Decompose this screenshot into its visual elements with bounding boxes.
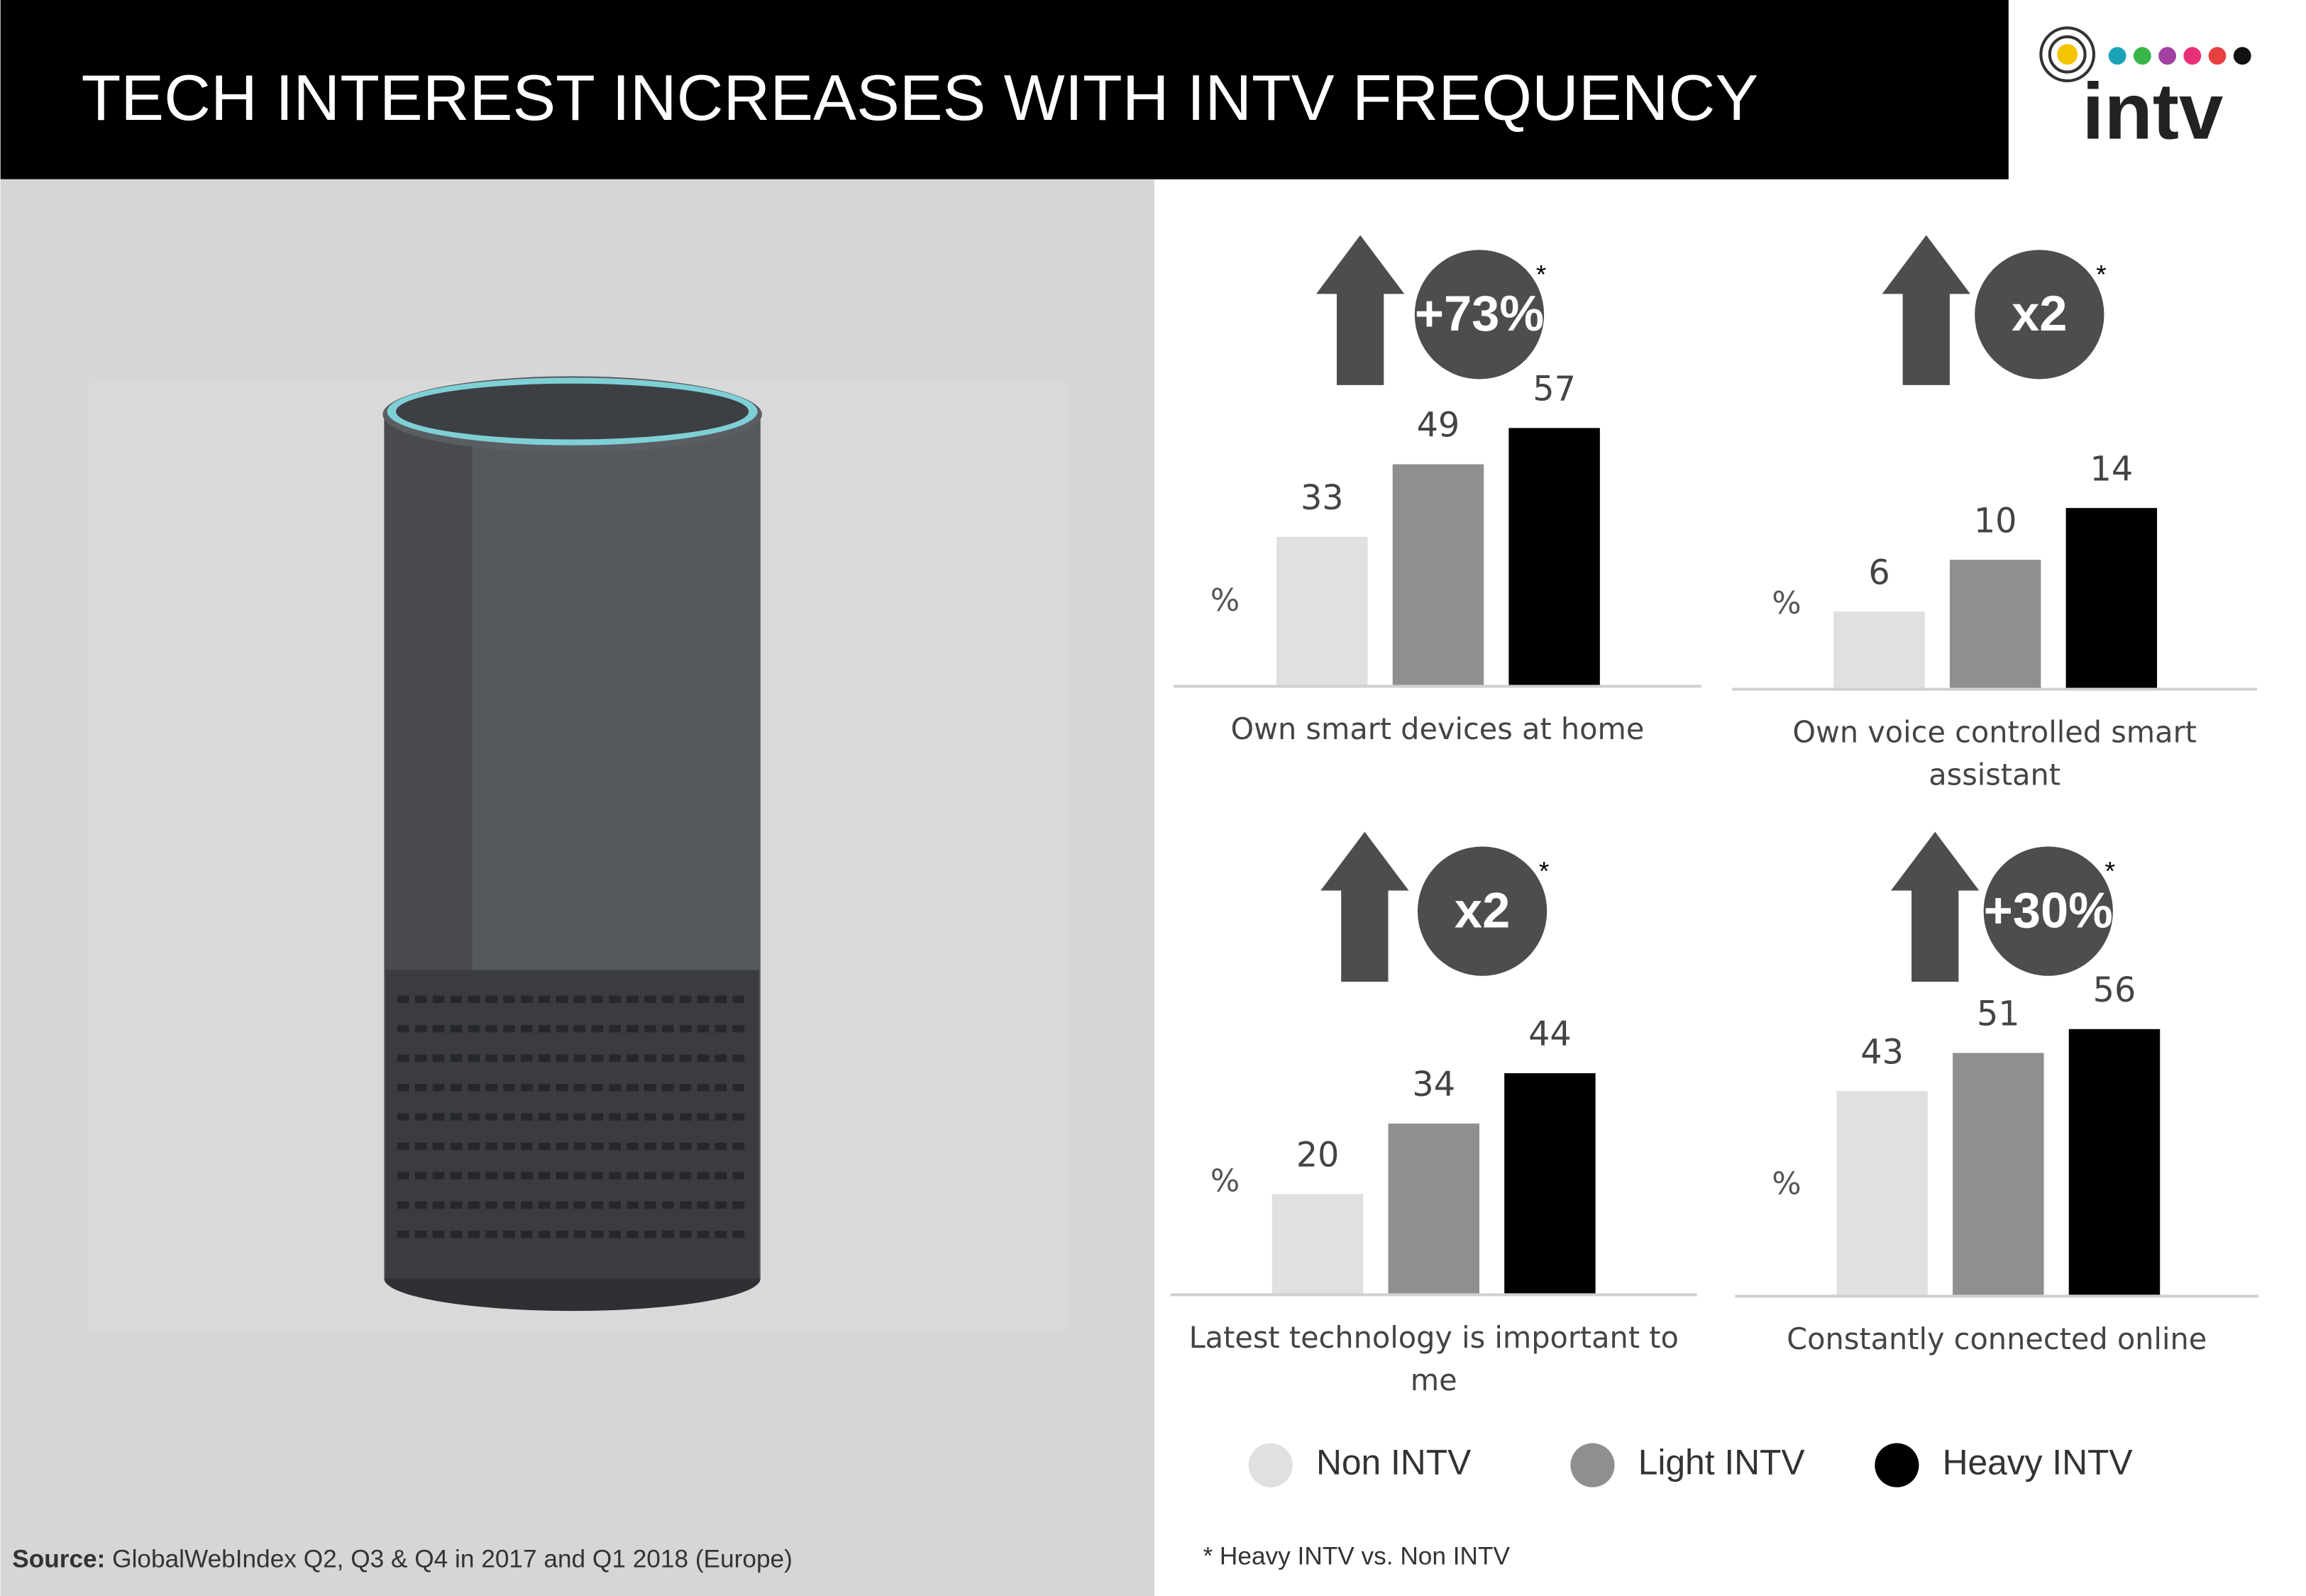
data-label: 6 [1868,553,1890,592]
bar [2065,508,2158,689]
data-label: 43 [1860,1033,1904,1072]
category-label-box: Own smart devices at home [1230,711,1645,747]
bar [1276,536,1368,687]
data-label: 10 [1974,501,2017,541]
unit-label: % [1772,586,1801,621]
badge-text: x2 [1455,882,1510,938]
category-label: Own smart devices at home [1230,711,1645,747]
badge-mark: * [2104,856,2115,886]
category-label-box: Constantly connected online [1787,1321,2207,1357]
bar [1392,464,1484,687]
badge-mark: * [1536,259,1547,289]
bar [1949,560,2041,689]
badge [1975,250,2104,379]
legend-swatch [1875,1443,1919,1487]
data-label: 14 [2090,450,2134,489]
up-arrow [1320,831,1409,982]
badge-mark: * [2096,259,2107,289]
category-label: Own voice controlled smart assistant [1792,714,2197,792]
badge [1417,846,1548,976]
data-label: 51 [1977,995,2020,1034]
bar [1833,611,1925,689]
source-text: GlobalWebIndex Q2, Q3 & Q4 in 2017 and Q… [112,1546,793,1573]
badge-text: +73% [1415,285,1544,341]
data-label: 20 [1296,1136,1340,1175]
data-label: 33 [1301,479,1344,518]
legend-label: Heavy INTV [1943,1443,2133,1483]
badge-mark: * [1539,856,1550,886]
bar [1271,1194,1364,1295]
data-label: 44 [1528,1015,1572,1054]
badge [1414,250,1545,379]
data-label: 34 [1412,1065,1455,1104]
footnote: * Heavy INTV vs. Non INTV [1203,1542,1510,1570]
data-label: 57 [1533,370,1576,409]
header-bar [0,0,2009,179]
data-label: 49 [1417,406,1460,445]
legend-swatch [1248,1443,1293,1487]
bar [1953,1053,2044,1297]
legend-label: Light INTV [1638,1443,1805,1483]
bar [2068,1029,2161,1297]
speaker-illustration [89,376,1066,1332]
source-label: Source: [12,1546,105,1573]
legend-swatch [1570,1443,1615,1487]
category-label-box: Latest technology is important to me [1188,1319,1679,1398]
unit-label: % [1772,1166,1801,1202]
page-title: TECH INTEREST INCREASES WITH INTV FREQUE… [82,62,1759,134]
logo-text: intv [2082,67,2223,155]
category-label: Latest technology is important to me [1188,1319,1679,1398]
unit-label: % [1210,1163,1240,1199]
up-arrow [1891,831,1980,982]
bar [1508,428,1600,687]
category-label-box: Own voice controlled smart assistant [1792,714,2197,792]
data-label: 56 [2093,971,2136,1010]
up-arrow [1315,235,1405,385]
logo: intv [2039,26,2251,155]
bar [1836,1091,1928,1297]
bar [1388,1123,1479,1295]
badge [1983,846,2113,976]
badge-text: +30% [1984,882,2113,938]
up-arrow [1882,235,1970,385]
category-label: Constantly connected online [1787,1321,2207,1357]
unit-label: % [1210,583,1240,619]
source: Source: GlobalWebIndex Q2, Q3 & Q4 in 20… [12,1546,793,1573]
legend-label: Non INTV [1316,1443,1471,1483]
bar [1504,1073,1596,1295]
badge-text: x2 [2012,285,2067,341]
